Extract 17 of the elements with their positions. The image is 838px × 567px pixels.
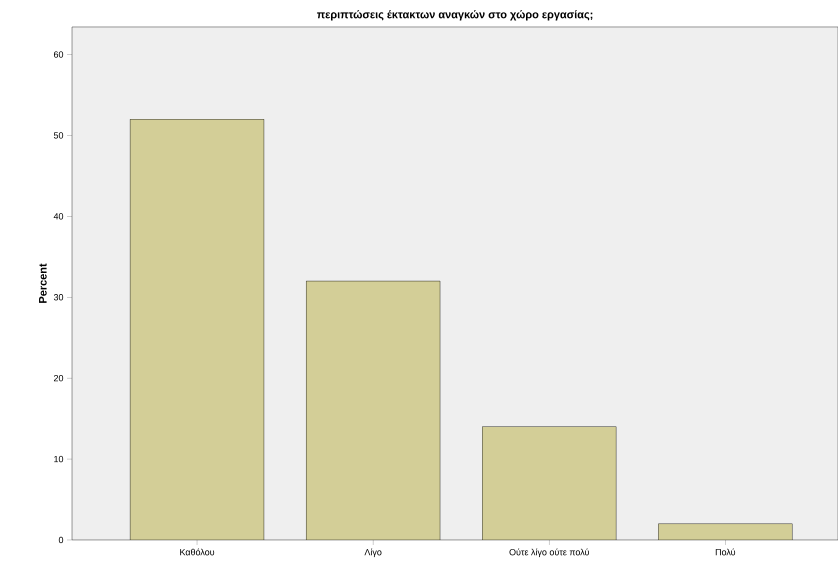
y-tick-label: 30 [54,294,64,300]
y-tick-label: 20 [54,374,64,382]
y-tick-label: 40 [54,213,64,220]
y-tick-label: 0 [58,536,64,544]
chart-title: περιπτώσεις έκτακτων αναγκών στο χώρο εργασίας; [316,10,592,20]
bar [306,280,440,540]
bar [482,426,616,540]
bar [130,119,264,540]
x-tick-label: Ούτε λίγο ούτε πολύ [509,548,589,558]
x-tick-label: Καθόλου [180,548,214,556]
x-tick-label: Πολύ [716,548,736,556]
y-axis-title: Percent [39,264,47,303]
bar [658,524,792,540]
y-tick-label: 60 [54,51,64,58]
x-tick-label: Λίγο [364,548,382,558]
y-tick-label: 50 [54,132,64,139]
y-tick-label: 10 [54,456,64,462]
